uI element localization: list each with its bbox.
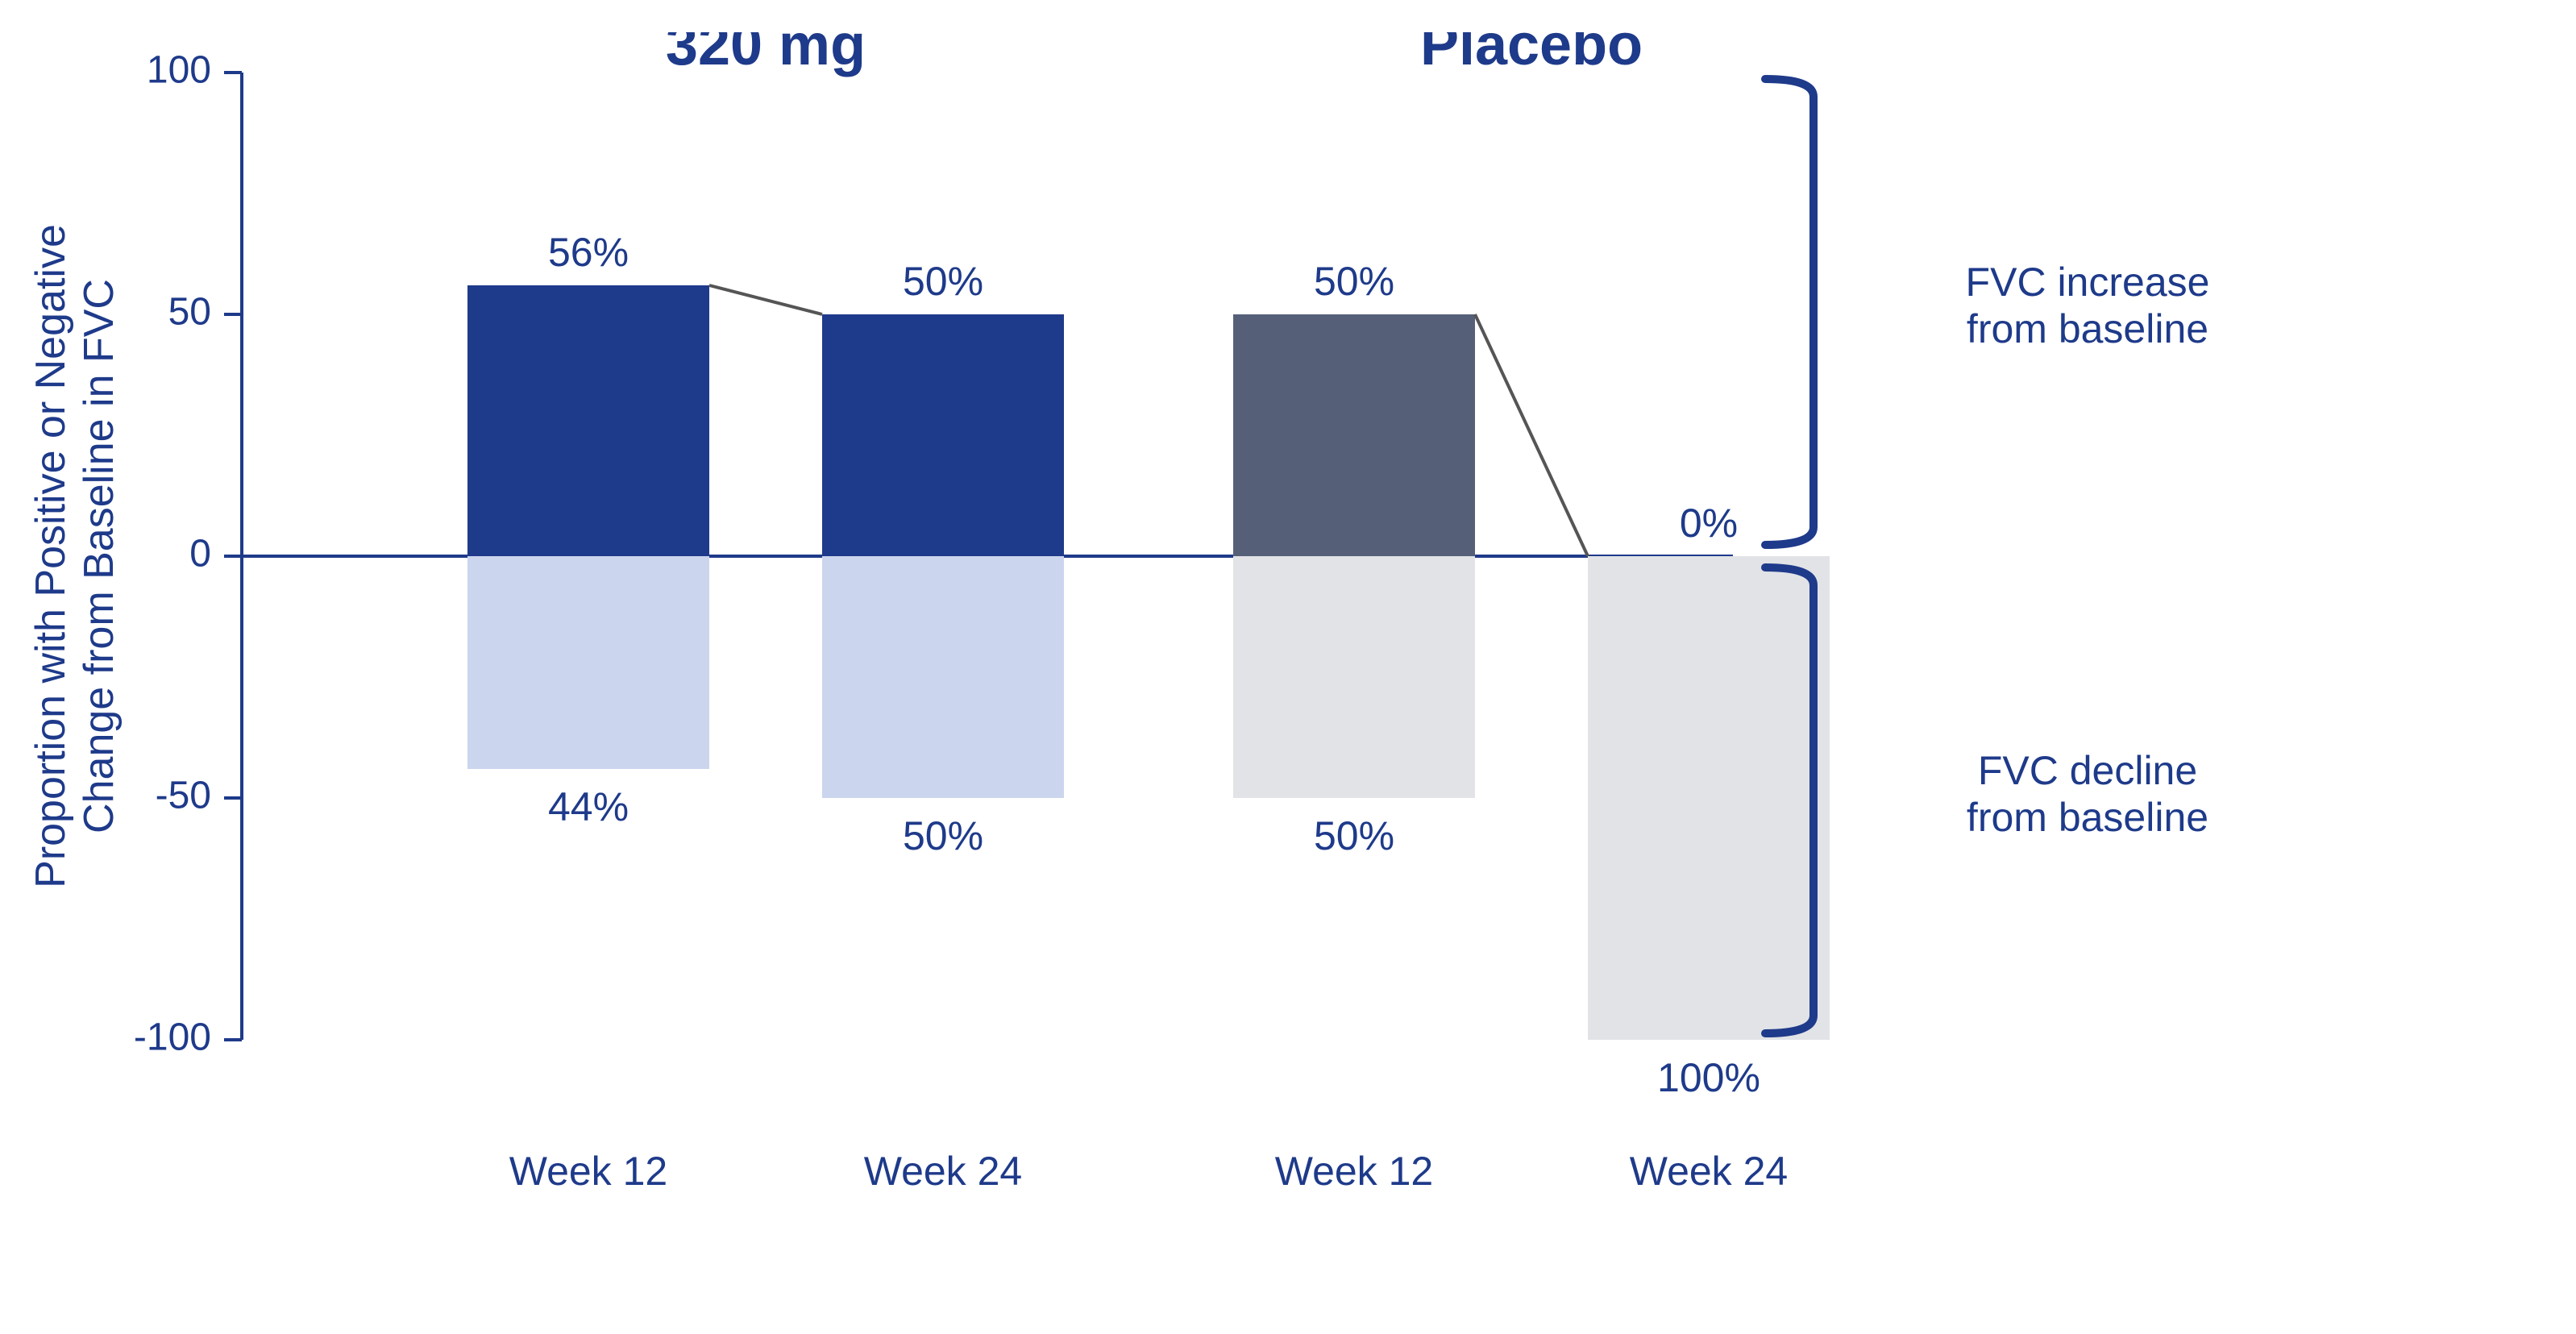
y-tick-label: 50 <box>168 291 211 334</box>
bar-connector <box>1475 314 1588 556</box>
bar-negative <box>1588 556 1830 1040</box>
annotation-increase: FVC increasefrom baseline <box>1966 260 2210 351</box>
bar-negative <box>467 556 709 769</box>
category-label: Week 12 <box>509 1149 667 1194</box>
y-axis-title: Proportion with Positive or NegativeChan… <box>32 224 123 888</box>
y-tick-label: -50 <box>156 775 211 817</box>
fvc-diverging-bar-chart: -100 -50 0 50 100 Proportion with Positive or… <box>32 32 2576 1334</box>
bar-connector <box>709 285 822 314</box>
y-tick-label: 0 <box>189 533 211 576</box>
bar-positive-label: 56% <box>548 230 629 275</box>
category-label: Week 24 <box>1630 1149 1788 1194</box>
bar-negative-label: 50% <box>1314 813 1394 858</box>
bar-negative-label: 100% <box>1657 1055 1760 1100</box>
y-tick-label: -100 <box>134 1016 211 1059</box>
bar-positive-label: 50% <box>903 259 983 304</box>
bar-negative <box>822 556 1064 798</box>
bar-positive-label: 50% <box>1314 259 1394 304</box>
bar-negative-label: 44% <box>548 784 629 829</box>
bar-positive <box>1233 314 1475 556</box>
category-label: Week 24 <box>864 1149 1022 1194</box>
bar-negative <box>1233 556 1475 798</box>
annotation-decline: FVC declinefrom baseline <box>1967 748 2208 840</box>
group-header: 320 mg <box>666 32 866 77</box>
bar-positive-label: 0% <box>1680 501 1738 546</box>
category-label: Week 12 <box>1275 1149 1433 1194</box>
bracket-upper <box>1765 79 1814 545</box>
bar-positive <box>467 285 709 556</box>
group-header: Placebo <box>1420 32 1643 77</box>
bar-negative-label: 50% <box>903 813 983 858</box>
bar-positive <box>822 314 1064 556</box>
y-tick-label: 100 <box>147 49 211 92</box>
